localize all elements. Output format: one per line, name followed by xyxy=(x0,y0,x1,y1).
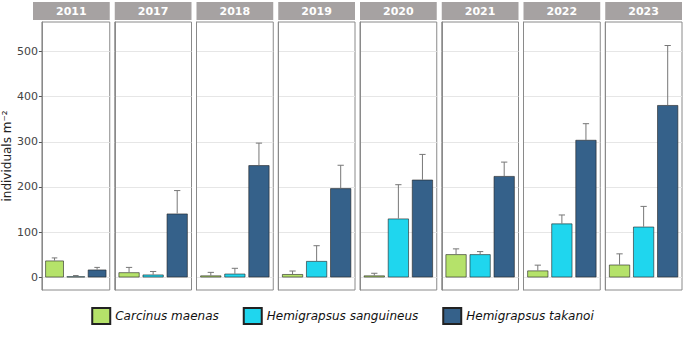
svg-text:Hemigrapsus takanoi: Hemigrapsus takanoi xyxy=(466,309,594,323)
svg-text:100: 100 xyxy=(17,226,38,239)
svg-text:300: 300 xyxy=(17,135,38,148)
svg-text:2020: 2020 xyxy=(383,5,414,18)
svg-text:500: 500 xyxy=(17,45,38,58)
svg-text:400: 400 xyxy=(17,90,38,103)
svg-text:2017: 2017 xyxy=(138,5,169,18)
svg-text:Carcinus maenas: Carcinus maenas xyxy=(115,309,219,323)
svg-text:2011: 2011 xyxy=(56,5,87,18)
svg-text:0: 0 xyxy=(31,271,38,284)
svg-text:individuals m⁻²: individuals m⁻² xyxy=(0,110,14,201)
svg-text:2021: 2021 xyxy=(465,5,496,18)
svg-text:2018: 2018 xyxy=(220,5,251,18)
svg-text:2022: 2022 xyxy=(547,5,578,18)
svg-text:2023: 2023 xyxy=(628,5,659,18)
svg-text:Hemigrapsus sanguineus: Hemigrapsus sanguineus xyxy=(267,309,419,323)
svg-text:200: 200 xyxy=(17,180,38,193)
svg-text:2019: 2019 xyxy=(301,5,332,18)
